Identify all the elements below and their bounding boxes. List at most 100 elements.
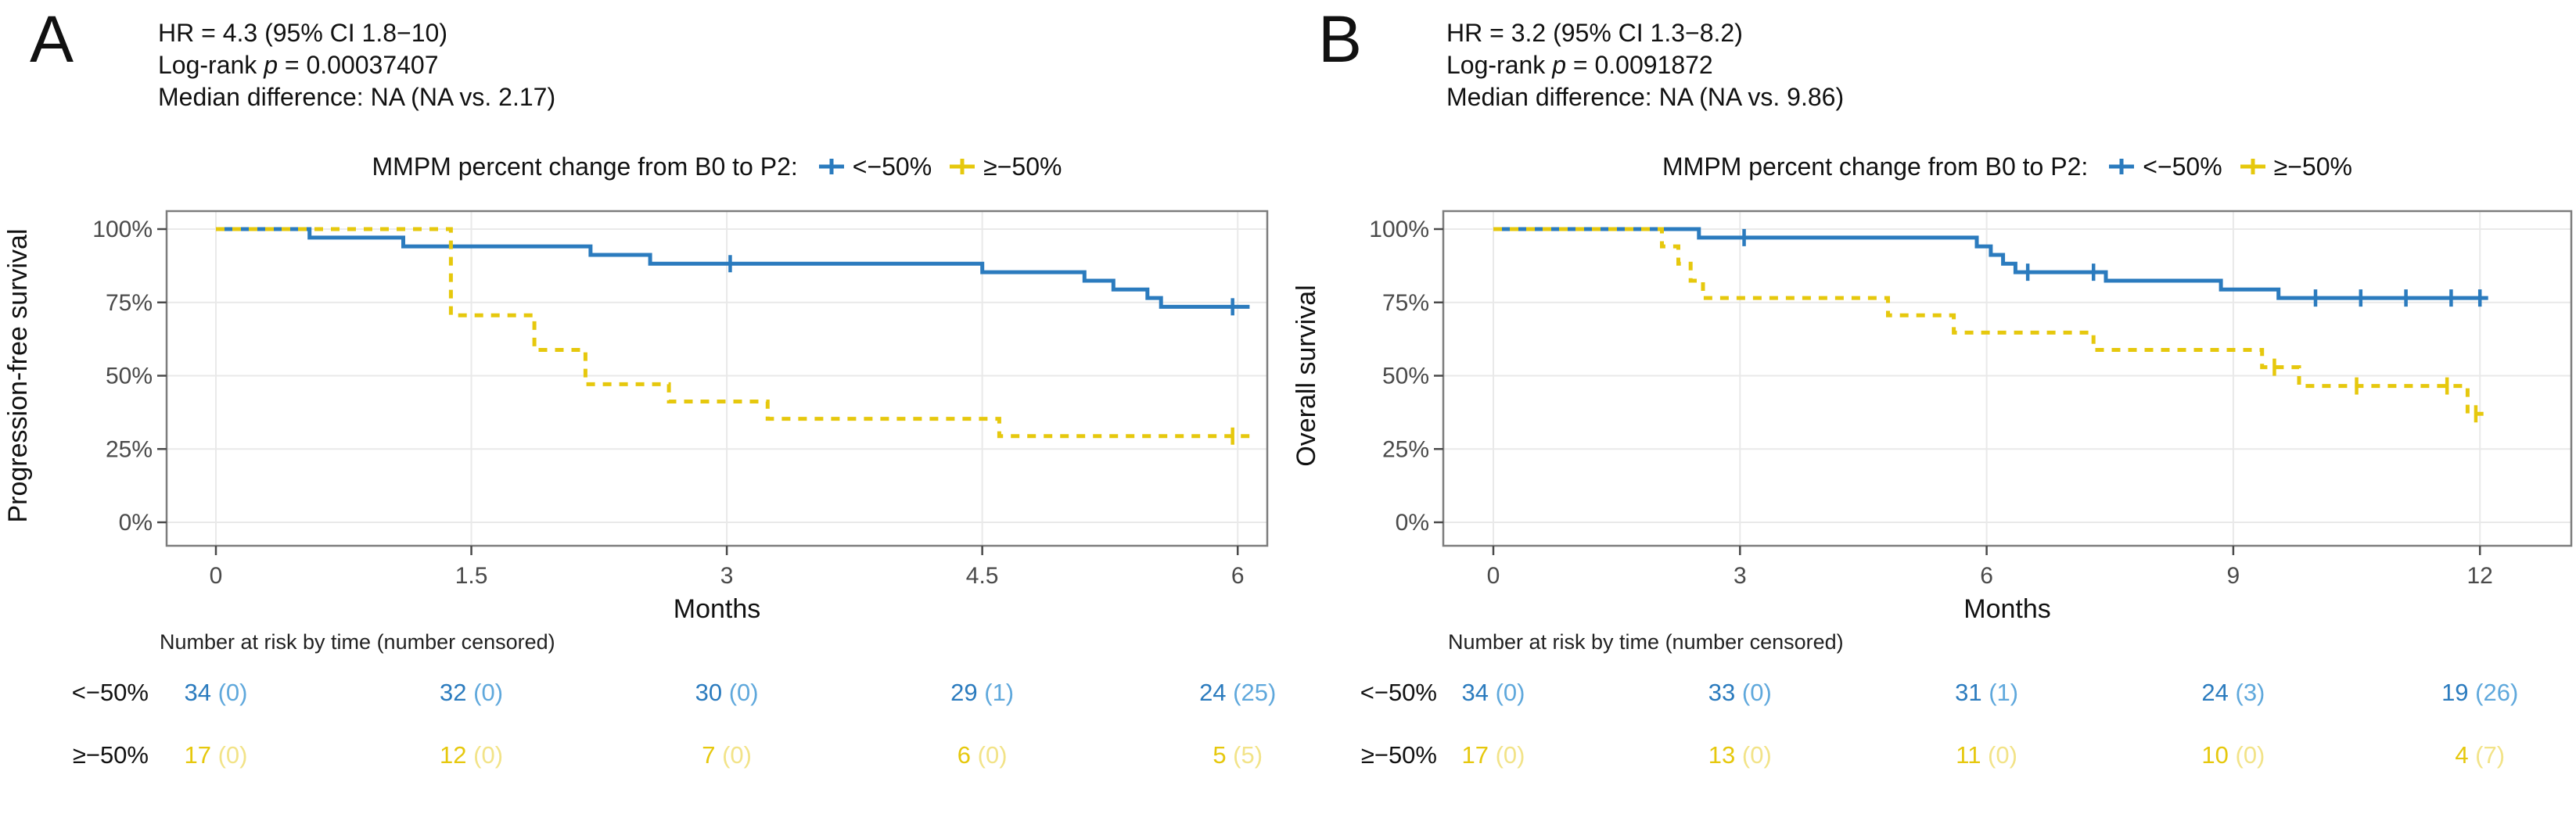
y-axis-tick-label: 50%	[1382, 364, 1429, 389]
risk-n-at-risk: 33	[1708, 679, 1736, 706]
km-curve-yellow	[1493, 227, 2488, 416]
y-axis-tick-label: 100%	[1369, 217, 1429, 242]
risk-row-lt50: <−50% 34 (0) 33 (0) 31 (1) 24 (3) 19 (26)	[1288, 679, 2576, 713]
risk-n-censored: (0)	[466, 741, 504, 769]
logrank-prefix: Log-rank	[1446, 51, 1553, 79]
legend-title: MMPM percent change from B0 to P2:	[372, 152, 798, 181]
risk-row-label: ≥−50%	[1360, 741, 1437, 769]
risk-n-censored: (0)	[1488, 679, 1525, 706]
risk-row-label: <−50%	[71, 679, 149, 706]
legend-label: ≥−50%	[2273, 152, 2352, 181]
risk-n-at-risk: 24	[2201, 679, 2229, 706]
risk-row-label: ≥−50%	[72, 741, 149, 769]
risk-n-censored: (0)	[1488, 741, 1525, 769]
risk-n-at-risk: 29	[950, 679, 978, 706]
x-axis-tick-label: 12	[2467, 563, 2493, 589]
x-axis-tick-label: 0	[210, 563, 223, 589]
risk-n-at-risk: 10	[2201, 741, 2229, 769]
panel-b-stats: HR = 3.2 (95% CI 1.3−8.2) Log-rank p = 0…	[1446, 17, 1844, 113]
risk-n-censored: (0)	[1981, 741, 2017, 769]
risk-n-censored: (0)	[715, 741, 752, 769]
risk-table-header: Number at risk by time (number censored)	[1448, 630, 1844, 654]
y-axis-tick-label: 25%	[1382, 436, 1429, 462]
risk-cell: 10 (0)	[2201, 741, 2265, 769]
plus-censor-icon	[2240, 159, 2265, 174]
risk-cell: 17 (0)	[1462, 741, 1525, 769]
panel-b-letter: B	[1318, 2, 1363, 76]
y-axis-tick-label: 50%	[106, 364, 153, 389]
x-axis-tick-label: 4.5	[966, 563, 999, 589]
legend-b: MMPM percent change from B0 to P2: <−50%…	[1443, 149, 2571, 185]
risk-n-at-risk: 34	[184, 679, 211, 706]
risk-cell: 5 (5)	[1213, 741, 1263, 769]
risk-cell: 7 (0)	[702, 741, 752, 769]
logrank-text: Log-rank p = 0.00037407	[158, 49, 555, 81]
risk-row-ge50: ≥−50% 17 (0) 12 (0) 7 (0) 6 (0) 5 (5)	[0, 741, 1288, 776]
risk-n-at-risk: 11	[1956, 741, 1981, 769]
panel-a-stats: HR = 4.3 (95% CI 1.8−10) Log-rank p = 0.…	[158, 17, 555, 113]
x-axis-tick-label: 0	[1487, 563, 1500, 589]
x-axis-tick-label: 1.5	[455, 563, 488, 589]
panel-a-letter: A	[30, 2, 74, 76]
x-axis-title: Months	[1963, 594, 2051, 624]
risk-row-ge50: ≥−50% 17 (0) 13 (0) 11 (0) 10 (0) 4 (7)	[1288, 741, 2576, 776]
risk-n-at-risk: 34	[1461, 679, 1489, 706]
risk-n-censored: (0)	[210, 741, 248, 769]
legend-item-lt50: <−50%	[2107, 152, 2222, 181]
risk-cell: 29 (1)	[950, 679, 1014, 707]
risk-cell: 31 (1)	[1955, 679, 2018, 707]
risk-n-censored: (3)	[2228, 679, 2265, 706]
risk-cell: 33 (0)	[1708, 679, 1772, 707]
plot-border	[165, 210, 1269, 547]
y-axis-tick-label: 25%	[106, 436, 153, 462]
risk-n-at-risk: 4	[2455, 741, 2469, 769]
plus-censor-icon	[950, 159, 975, 174]
plus-censor-icon	[818, 159, 844, 174]
hr-text: HR = 3.2 (95% CI 1.3−8.2)	[1446, 19, 1743, 47]
risk-n-at-risk: 19	[2441, 679, 2469, 706]
logrank-p-symbol: p	[264, 51, 278, 79]
risk-n-at-risk: 24	[1199, 679, 1227, 706]
risk-n-at-risk: 13	[1708, 741, 1736, 769]
legend-item-ge50: ≥−50%	[2238, 152, 2352, 181]
plot-border	[1442, 210, 2573, 547]
risk-n-censored: (7)	[2468, 741, 2506, 769]
risk-n-at-risk: 12	[440, 741, 467, 769]
risk-n-at-risk: 32	[440, 679, 467, 706]
risk-n-censored: (0)	[1735, 741, 1772, 769]
x-axis-title: Months	[674, 594, 761, 624]
y-axis-title: Overall survival	[1292, 285, 1321, 466]
x-axis-tick-label: 3	[720, 563, 734, 589]
y-axis-tick-label: 75%	[1382, 290, 1429, 316]
plot-background	[1443, 211, 2571, 546]
risk-cell: 11 (0)	[1956, 741, 2017, 769]
legend-item-ge50: ≥−50%	[947, 152, 1062, 181]
plus-censor-icon	[2109, 159, 2135, 174]
legend-title: MMPM percent change from B0 to P2:	[1662, 152, 2089, 181]
x-axis-tick-label: 6	[1231, 563, 1245, 589]
risk-n-at-risk: 30	[695, 679, 723, 706]
risk-n-censored: (0)	[722, 679, 759, 706]
risk-cells-0-0: 34 (0) 32 (0) 30 (0) 29 (1) 24 (25)	[0, 679, 1288, 713]
risk-cell: 17 (0)	[185, 741, 248, 769]
legend-a: MMPM percent change from B0 to P2: <−50%…	[167, 149, 1267, 185]
logrank-text: Log-rank p = 0.0091872	[1446, 49, 1844, 81]
risk-cell: 30 (0)	[695, 679, 759, 707]
y-axis-tick-label: 0%	[1396, 510, 1429, 536]
logrank-p-symbol: p	[1552, 51, 1566, 79]
risk-n-at-risk: 17	[1461, 741, 1489, 769]
risk-n-censored: (0)	[2228, 741, 2265, 769]
legend-label: <−50%	[852, 152, 932, 181]
risk-cell: 24 (3)	[2201, 679, 2265, 707]
risk-n-at-risk: 17	[184, 741, 211, 769]
risk-n-censored: (0)	[210, 679, 248, 706]
risk-n-censored: (25)	[1226, 679, 1277, 706]
risk-cell: 13 (0)	[1708, 741, 1772, 769]
risk-cells-1-0: 34 (0) 33 (0) 31 (1) 24 (3) 19 (26)	[1288, 679, 2576, 713]
risk-cell: 34 (0)	[185, 679, 248, 707]
risk-n-censored: (1)	[1981, 679, 2019, 706]
median-diff-text: Median difference: NA (NA vs. 2.17)	[158, 83, 556, 111]
hr-text: HR = 4.3 (95% CI 1.8−10)	[158, 19, 447, 47]
x-axis-tick-label: 3	[1734, 563, 1747, 589]
